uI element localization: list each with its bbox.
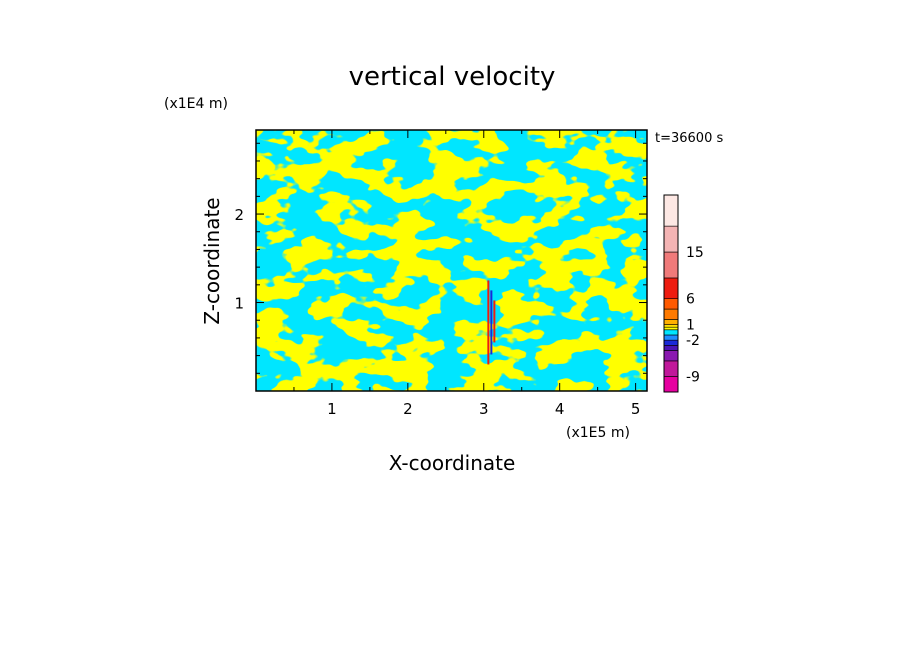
plot-frame bbox=[255, 129, 648, 392]
colorbar-frame bbox=[663, 194, 679, 393]
colorbar-swatch bbox=[663, 329, 679, 336]
colorbar-swatch bbox=[663, 345, 679, 351]
velocity-field bbox=[256, 130, 647, 391]
y-unit-label: (x1E4 m) bbox=[164, 96, 228, 112]
colorbar-tick-label: 1 bbox=[686, 318, 695, 334]
colorbar-swatch bbox=[663, 225, 679, 253]
x-tick-label: 1 bbox=[327, 400, 337, 418]
colorbar-swatch bbox=[663, 360, 679, 377]
colorbar-swatch bbox=[663, 298, 679, 310]
colorbar-tick-label: -9 bbox=[686, 369, 700, 385]
colorbar: 15 6 1-2 -9 bbox=[663, 194, 704, 393]
chart-title: vertical velocity bbox=[349, 62, 556, 92]
y-tick-label: 1 bbox=[234, 295, 244, 313]
y-axis-label: Z-coordinate bbox=[200, 197, 224, 324]
colorbar-tick-label: 6 bbox=[686, 292, 695, 308]
colorbar-swatch bbox=[663, 308, 679, 320]
colorbar-swatch bbox=[663, 326, 679, 331]
x-axis-label: X-coordinate bbox=[389, 451, 516, 475]
colorbar-swatch bbox=[663, 350, 679, 362]
updraft-core bbox=[493, 300, 496, 343]
colorbar-swatch bbox=[663, 277, 679, 299]
updraft-core bbox=[487, 280, 490, 365]
x-tick-label: 2 bbox=[403, 400, 413, 418]
colorbar-swatch bbox=[663, 194, 679, 227]
colorbar-tick-label: -2 bbox=[686, 333, 700, 349]
feature-layer bbox=[487, 280, 496, 365]
x-tick-label: 3 bbox=[479, 400, 489, 418]
downdraft-core bbox=[490, 290, 493, 355]
y-ticks: 12 bbox=[234, 142, 647, 392]
colorbar-swatch bbox=[663, 334, 679, 341]
colorbar-swatch bbox=[663, 324, 679, 328]
field-pattern bbox=[256, 130, 647, 391]
colorbar-swatch bbox=[663, 376, 679, 393]
x-unit-label: (x1E5 m) bbox=[566, 425, 630, 441]
colorbar-tick-label: 15 bbox=[686, 245, 704, 261]
y-tick-label: 2 bbox=[234, 206, 244, 224]
colorbar-swatch bbox=[663, 251, 679, 279]
x-tick-label: 4 bbox=[555, 400, 565, 418]
colorbar-swatch bbox=[663, 319, 679, 325]
x-ticks: 1 2 3 4 5 bbox=[255, 130, 641, 418]
x-tick-label: 5 bbox=[631, 400, 641, 418]
time-label: t=36600 s bbox=[655, 131, 723, 146]
colorbar-swatch bbox=[663, 339, 679, 346]
